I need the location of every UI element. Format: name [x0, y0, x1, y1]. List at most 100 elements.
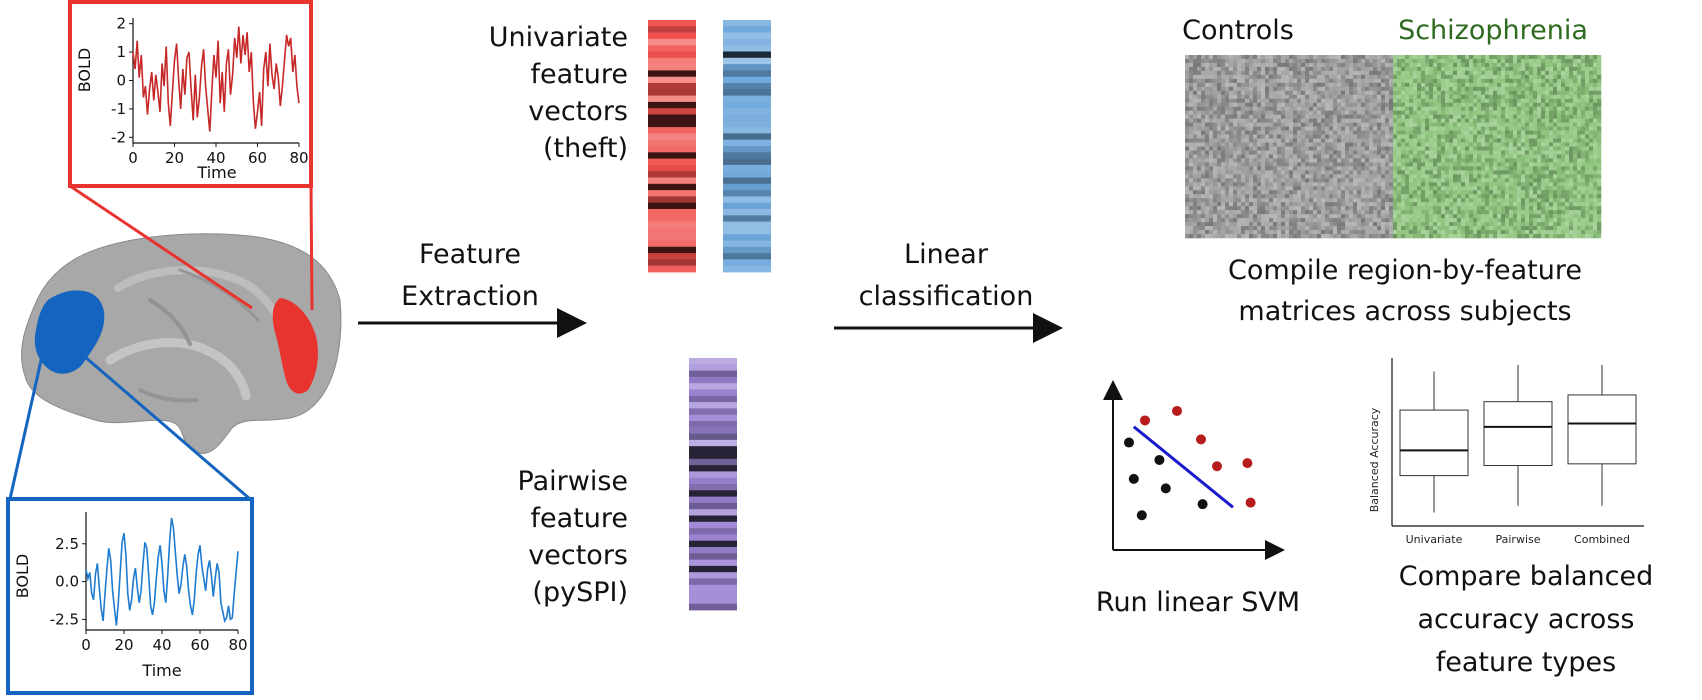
matrix-cell — [1225, 55, 1229, 59]
matrix-cell — [1429, 186, 1433, 190]
matrix-cell — [1237, 99, 1241, 103]
matrix-cell — [1457, 143, 1461, 147]
matrix-cell — [1337, 63, 1341, 67]
matrix-cell — [1517, 119, 1521, 123]
matrix-cell — [1477, 202, 1481, 206]
matrix-cell — [1265, 67, 1269, 71]
matrix-cell — [1409, 178, 1413, 182]
matrix-cell — [1441, 206, 1445, 210]
matrix-cell — [1209, 154, 1213, 158]
matrix-cell — [1425, 139, 1429, 143]
matrix-cell — [1261, 99, 1265, 103]
matrix-cell — [1489, 139, 1493, 143]
matrix-cell — [1537, 95, 1541, 99]
matrix-cell — [1501, 198, 1505, 202]
matrix-cell — [1449, 147, 1453, 151]
matrix-cell — [1433, 115, 1437, 119]
vector-stripe — [689, 503, 737, 510]
matrix-cell — [1381, 198, 1385, 202]
matrix-cell — [1209, 103, 1213, 107]
matrix-cell — [1321, 190, 1325, 194]
matrix-cell — [1309, 226, 1313, 230]
matrix-cell — [1465, 226, 1469, 230]
matrix-cell — [1385, 115, 1389, 119]
matrix-cell — [1549, 107, 1553, 111]
matrix-cell — [1513, 194, 1517, 198]
matrix-cell — [1429, 198, 1433, 202]
matrix-cell — [1213, 147, 1217, 151]
matrix-cell — [1317, 170, 1321, 174]
matrix-cell — [1421, 55, 1425, 59]
matrix-cell — [1521, 166, 1525, 170]
matrix-cell — [1489, 198, 1493, 202]
matrix-cell — [1305, 147, 1309, 151]
matrix-cell — [1205, 75, 1209, 79]
vector-stripe — [648, 83, 696, 90]
matrix-cell — [1221, 206, 1225, 210]
matrix-cell — [1509, 143, 1513, 147]
matrix-cell — [1481, 95, 1485, 99]
matrix-cell — [1477, 194, 1481, 198]
matrix-cell — [1393, 214, 1397, 218]
matrix-cell — [1297, 143, 1301, 147]
matrix-cell — [1373, 222, 1377, 226]
matrix-cell — [1225, 174, 1229, 178]
matrix-cell — [1557, 139, 1561, 143]
matrix-cell — [1453, 95, 1457, 99]
matrix-cell — [1481, 182, 1485, 186]
matrix-cell — [1273, 79, 1277, 83]
matrix-cell — [1217, 111, 1221, 115]
matrix-cell — [1585, 111, 1589, 115]
matrix-cell — [1313, 210, 1317, 214]
matrix-cell — [1433, 186, 1437, 190]
matrix-cell — [1521, 182, 1525, 186]
matrix-cell — [1405, 99, 1409, 103]
matrix-cell — [1365, 79, 1369, 83]
matrix-cell — [1453, 210, 1457, 214]
matrix-cell — [1541, 71, 1545, 75]
matrix-cell — [1305, 91, 1309, 95]
matrix-cell — [1317, 135, 1321, 139]
matrix-cell — [1261, 214, 1265, 218]
matrix-cell — [1529, 186, 1533, 190]
matrix-cell — [1253, 103, 1257, 107]
pairwise-line1: Pairwise — [518, 466, 628, 497]
matrix-cell — [1357, 87, 1361, 91]
matrix-cell — [1449, 103, 1453, 107]
matrix-cell — [1257, 111, 1261, 115]
matrix-cell — [1337, 202, 1341, 206]
matrix-cell — [1413, 190, 1417, 194]
matrix-cell — [1513, 166, 1517, 170]
matrix-cell — [1361, 63, 1365, 67]
matrix-cell — [1277, 87, 1281, 91]
matrix-cell — [1193, 174, 1197, 178]
red-ytick-label: -2 — [111, 128, 126, 146]
matrix-cell — [1593, 190, 1597, 194]
matrix-cell — [1565, 63, 1569, 67]
matrix-cell — [1429, 150, 1433, 154]
matrix-cell — [1369, 222, 1373, 226]
matrix-cell — [1241, 154, 1245, 158]
matrix-cell — [1293, 135, 1297, 139]
matrix-cell — [1457, 202, 1461, 206]
matrix-cell — [1193, 210, 1197, 214]
matrix-cell — [1365, 71, 1369, 75]
matrix-cell — [1589, 158, 1593, 162]
matrix-cell — [1497, 202, 1501, 206]
matrix-cell — [1441, 59, 1445, 63]
matrix-cell — [1545, 99, 1549, 103]
matrix-cell — [1585, 87, 1589, 91]
matrix-cell — [1389, 190, 1393, 194]
matrix-cell — [1537, 226, 1541, 230]
matrix-cell — [1305, 202, 1309, 206]
matrix-cell — [1265, 119, 1269, 123]
matrix-cell — [1557, 131, 1561, 135]
matrix-cell — [1445, 79, 1449, 83]
matrix-cell — [1393, 63, 1397, 67]
matrix-cell — [1525, 79, 1529, 83]
matrix-cell — [1505, 158, 1509, 162]
matrix-cell — [1205, 67, 1209, 71]
matrix-cell — [1449, 202, 1453, 206]
matrix-cell — [1533, 79, 1537, 83]
matrix-cell — [1185, 206, 1189, 210]
